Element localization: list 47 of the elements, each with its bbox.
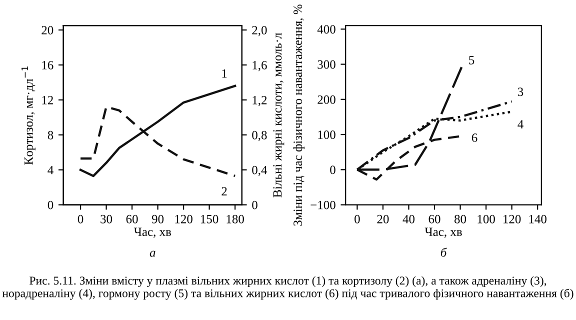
series-label: 5: [469, 56, 474, 64]
y-tick-label: 400: [317, 25, 336, 34]
series-label: 2: [222, 187, 227, 196]
x-tick-label: 120: [175, 214, 192, 224]
x-tick-label: 30: [100, 214, 112, 224]
y-tick-label: 300: [318, 60, 336, 69]
x-tick-label: 150: [201, 214, 218, 224]
x-tick-label: 20: [377, 214, 389, 224]
series-label: 6: [472, 134, 478, 142]
y2-tick-label: 1,2: [252, 96, 267, 106]
y-tick-label: 8: [48, 130, 54, 140]
y-tick-label: 0: [330, 166, 336, 174]
y-tick-label: 20: [42, 26, 54, 34]
x-tick-label: 0: [78, 214, 84, 224]
x-tick-label: 60: [126, 214, 138, 224]
y2-tick-label: 0,4: [252, 166, 268, 176]
y2-tick-label: 0: [252, 200, 258, 210]
text: Рис. 5.11. Зміни вмісту у плазмі вільних жирних кислот (1) та кортизолу (2) (а), а також адреналіну (3), норадреналіну (4), гормону росту (5) та вільних жирних кислот (6) під час тривалого фізичного навантаження (б): [2, 276, 574, 300]
x-tick-label: 120: [504, 214, 521, 224]
y2-tick-label: 0,8: [252, 130, 267, 142]
y2-axis-title: Вільні жирні кислоти, ммоль·л: [273, 32, 284, 198]
text: а: [150, 250, 156, 257]
x-tick-label: 140: [529, 214, 546, 224]
y-tick-label: 0: [48, 200, 54, 210]
y-tick-label: 200: [318, 95, 336, 104]
y-tick-label: 12: [42, 96, 53, 104]
series-label: 3: [518, 88, 524, 96]
series-label: 4: [518, 120, 524, 128]
y-tick-label: −100: [310, 200, 336, 210]
series-label: 1: [222, 69, 227, 78]
x-tick-label: 40: [402, 214, 415, 224]
x-tick-label: 60: [428, 214, 440, 224]
y-axis-title: Зміни під час фізичного навантаження, %: [293, 4, 305, 226]
text: б: [440, 248, 447, 257]
x-axis-title: Час, хв: [424, 228, 462, 238]
x-tick-label: 0: [354, 214, 360, 224]
y-axis-title: Кортизол, мг·дл$^{−1}$: [22, 66, 36, 165]
y2-tick-label: 1,6: [252, 60, 267, 72]
y2-tick-label: 2,0: [252, 26, 267, 36]
y-tick-label: 100: [318, 130, 336, 139]
y-tick-label: 16: [42, 60, 54, 70]
x-tick-label: 90: [152, 214, 164, 224]
x-tick-label: 180: [226, 214, 244, 224]
x-tick-label: 100: [478, 214, 495, 224]
y-tick-label: 4: [48, 166, 54, 174]
x-axis-title: Час, хв: [134, 228, 172, 238]
x-tick-label: 80: [454, 214, 466, 224]
